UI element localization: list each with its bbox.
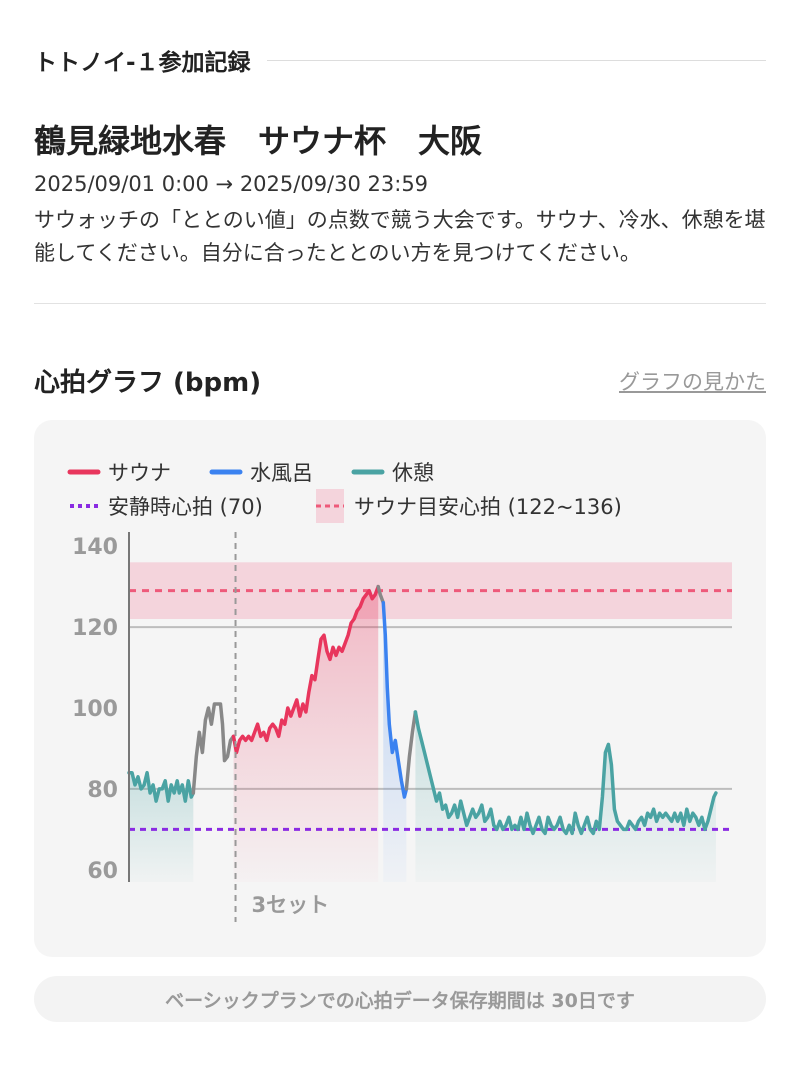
legend-label: サウナ目安心拍 (122~136): [354, 495, 622, 519]
y-tick-label: 120: [72, 616, 118, 641]
retention-note: ベーシックプランでの心拍データ保存期間は 30日です: [34, 976, 766, 1022]
series-line: [231, 584, 380, 755]
legend-item: 水風呂: [209, 461, 313, 485]
legend-item: 安静時心拍 (70): [70, 495, 263, 519]
series-line: [191, 702, 236, 795]
legend-label: 安静時心拍 (70): [108, 495, 263, 519]
section-label: トトノイ-１参加記録: [34, 50, 251, 76]
legend-label: サウナ: [108, 461, 171, 485]
graph-title: 心拍グラフ (bpm): [34, 368, 262, 398]
y-tick-label: 100: [72, 697, 118, 722]
series-area: [233, 586, 379, 882]
section-header: トトノイ-１参加記録: [34, 42, 766, 78]
event-description: サウォッチの「ととのい値」の点数で競う大会です。サウナ、冷水、休憩を堪能してくだ…: [34, 208, 766, 265]
set-marker-label: 3セット: [252, 893, 330, 917]
series-line: [127, 770, 196, 803]
y-tick-label: 140: [72, 535, 118, 560]
legend-label: 休憩: [392, 461, 434, 485]
series-area: [129, 772, 194, 882]
heart-rate-chart-card: サウナ 水風呂 休憩安静時心拍 (70) サウナ目安心拍 (122~136) 60 80…: [34, 420, 766, 957]
event-title: 鶴見緑地水春 サウナ杯 大阪: [34, 122, 483, 160]
series-line: [376, 584, 386, 605]
divider: [34, 303, 766, 304]
legend-item: 休憩: [351, 461, 434, 485]
series-area: [415, 712, 716, 882]
legend-label: 水風呂: [250, 461, 313, 485]
series-line: [404, 710, 418, 791]
legend-item: サウナ目安心拍 (122~136): [316, 489, 622, 523]
event-period: 2025/09/01 0:00 → 2025/09/30 23:59: [34, 172, 429, 196]
legend-item: サウナ: [67, 461, 171, 485]
graph-help-link[interactable]: グラフの見かた: [619, 370, 766, 394]
y-tick-label: 80: [87, 778, 118, 803]
y-tick-label: 60: [87, 859, 118, 884]
series-line: [413, 710, 718, 836]
section-header-rule: [266, 59, 766, 61]
series-line: [381, 601, 409, 799]
